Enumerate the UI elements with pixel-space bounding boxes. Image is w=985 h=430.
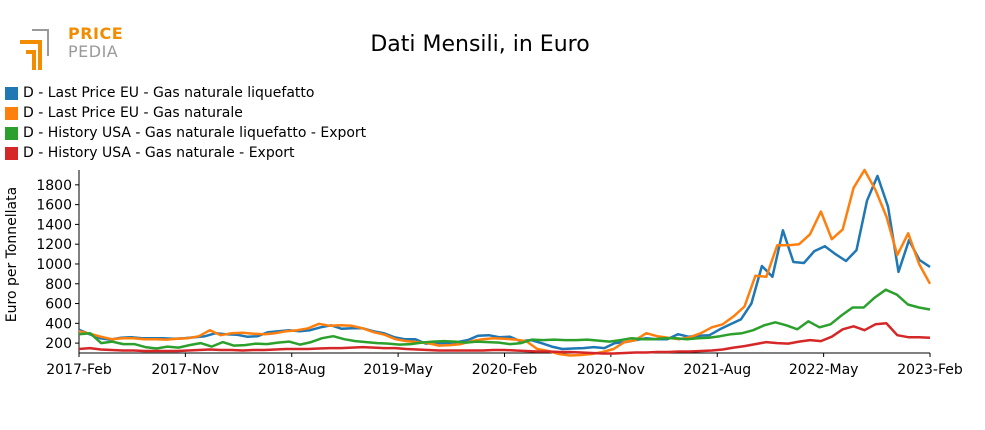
y-tick-label: 1600 <box>36 198 72 214</box>
series-line <box>78 288 931 350</box>
x-tick-label: 2017-Feb <box>46 362 112 378</box>
x-tick-label: 2020-Nov <box>577 362 645 378</box>
x-tick-label: 2020-Feb <box>472 362 538 378</box>
legend-item: D - History USA - Gas naturale liquefatt… <box>5 123 366 143</box>
y-tick-label: 600 <box>45 297 72 313</box>
x-tick-label: 2018-Aug <box>258 362 326 378</box>
brand-word-pedia: PEDIA <box>68 42 119 61</box>
legend-swatch <box>5 126 18 140</box>
legend-label: D - History USA - Gas naturale - Export <box>23 145 295 161</box>
y-tick-label: 200 <box>45 336 72 352</box>
legend-label: D - Last Price EU - Gas naturale liquefa… <box>23 85 315 101</box>
x-tick-label: 2023-Feb <box>897 362 963 378</box>
legend-swatch <box>5 146 18 160</box>
x-tick-label: 2017-Nov <box>151 362 219 378</box>
x-tick-label: 2019-May <box>363 362 433 378</box>
series-line <box>78 322 931 355</box>
y-axis-label: Euro per Tonnellata <box>4 187 20 322</box>
y-tick-label: 1000 <box>36 257 72 273</box>
brand-word-price: PRICE <box>68 24 124 43</box>
y-tick-label: 400 <box>45 316 72 332</box>
chart-title: Dati Mensili, in Euro <box>370 32 590 57</box>
x-tick-label: 2021-Aug <box>683 362 751 378</box>
series-line <box>78 174 931 351</box>
legend-item: D - Last Price EU - Gas naturale liquefa… <box>5 83 366 103</box>
y-tick-label: 1200 <box>36 237 72 253</box>
legend-item: D - Last Price EU - Gas naturale <box>5 103 366 123</box>
legend-item: D - History USA - Gas naturale - Export <box>5 143 366 163</box>
series-line <box>78 168 932 357</box>
legend-swatch <box>5 86 18 100</box>
pricepedia-logo: PRICE PEDIA <box>18 24 128 74</box>
chart-legend: D - Last Price EU - Gas naturale liquefa… <box>5 83 366 163</box>
y-tick-label: 800 <box>45 277 72 293</box>
legend-swatch <box>5 106 18 120</box>
x-tick-label: 2022-May <box>789 362 859 378</box>
y-tick-label: 1400 <box>36 217 72 233</box>
logo-mark <box>20 29 49 70</box>
legend-label: D - History USA - Gas naturale liquefatt… <box>23 125 367 141</box>
legend-label: D - Last Price EU - Gas naturale <box>23 105 243 121</box>
y-tick-label: 1800 <box>36 178 72 194</box>
